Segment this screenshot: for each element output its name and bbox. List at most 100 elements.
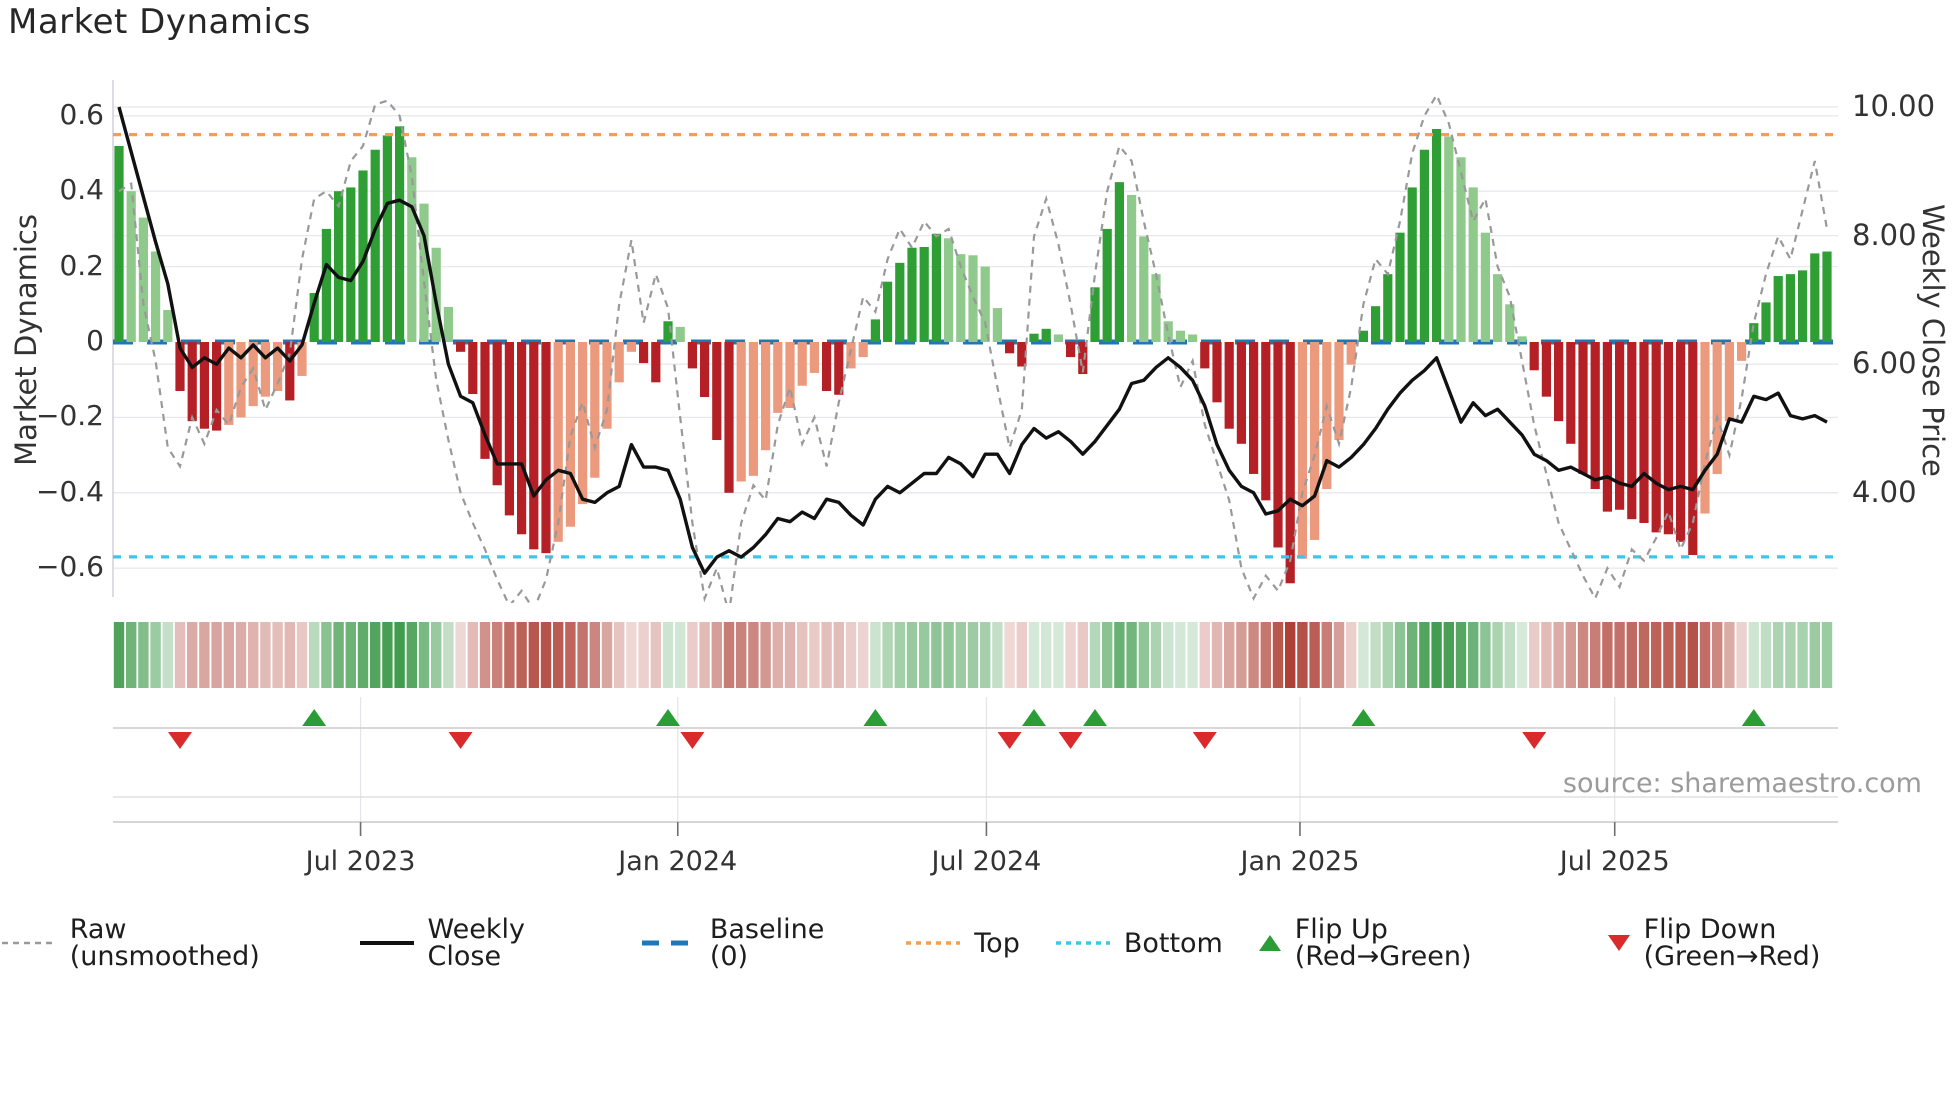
oscillator-bar bbox=[346, 187, 356, 342]
heatmap-cell bbox=[1736, 622, 1747, 688]
heatmap-cell bbox=[1468, 622, 1479, 688]
oscillator-bar bbox=[675, 326, 685, 342]
oscillator-bar bbox=[1005, 342, 1015, 354]
oscillator-bar bbox=[334, 191, 344, 342]
heatmap-cell bbox=[284, 622, 295, 688]
oscillator-bar bbox=[590, 342, 600, 478]
heatmap-cell bbox=[1419, 622, 1430, 688]
chart-canvas bbox=[112, 80, 1838, 836]
heatmap-cell bbox=[406, 622, 417, 688]
oscillator-bar bbox=[468, 342, 478, 395]
oscillator-bar bbox=[163, 309, 173, 342]
oscillator-bar bbox=[1602, 342, 1612, 512]
dashed-gray-line-icon bbox=[2, 941, 56, 945]
oscillator-bar bbox=[956, 254, 966, 342]
heatmap-cell bbox=[980, 622, 991, 688]
oscillator-bar bbox=[212, 342, 222, 431]
heatmap-cell bbox=[943, 622, 954, 688]
oscillator-bar bbox=[687, 342, 697, 369]
legend: Raw (unsmoothed) Weekly Close Baseline (… bbox=[0, 916, 1960, 970]
heatmap-cell bbox=[345, 622, 356, 688]
heatmap-cell bbox=[1224, 622, 1235, 688]
oscillator-bar bbox=[1688, 342, 1698, 556]
heatmap-cell bbox=[309, 622, 320, 688]
oscillator-bar bbox=[1273, 342, 1283, 548]
oscillator-bar bbox=[822, 342, 832, 392]
left-axis-tick-label: 0.6 bbox=[59, 97, 104, 131]
heatmap-cell bbox=[113, 622, 125, 688]
oscillator-bar bbox=[1114, 182, 1124, 342]
flip-down-marker bbox=[1192, 732, 1217, 749]
heatmap-cell bbox=[772, 622, 783, 688]
heatmap-cell bbox=[479, 622, 491, 688]
oscillator-bar bbox=[907, 247, 917, 342]
flip-down-marker bbox=[680, 732, 705, 749]
heatmap-cell bbox=[1516, 622, 1528, 688]
oscillator-bar bbox=[553, 342, 563, 542]
oscillator-bar bbox=[1724, 342, 1734, 422]
heatmap-cell bbox=[272, 622, 283, 688]
oscillator-bar bbox=[248, 342, 258, 407]
oscillator-bar bbox=[1785, 274, 1795, 342]
heatmap-cell bbox=[1297, 622, 1308, 688]
oscillator-bar bbox=[834, 342, 844, 395]
oscillator-bar bbox=[1297, 342, 1307, 559]
dotted-cyan-line-icon bbox=[1055, 941, 1110, 945]
heatmap-cell bbox=[1138, 622, 1149, 688]
oscillator-bar bbox=[1566, 342, 1576, 444]
heatmap-cell bbox=[955, 622, 966, 688]
heatmap-cell bbox=[1065, 622, 1076, 688]
heatmap-cell bbox=[1321, 622, 1332, 688]
left-axis-tick-label: 0.4 bbox=[59, 173, 104, 207]
left-axis-tick-label: 0.2 bbox=[59, 248, 104, 282]
heatmap-cell bbox=[150, 622, 161, 688]
heatmap-cell bbox=[1712, 622, 1723, 688]
heatmap-cell bbox=[736, 622, 747, 688]
dashed-blue-line-icon bbox=[642, 940, 697, 946]
heatmap-cell bbox=[1675, 622, 1686, 688]
legend-item-flip-down: Flip Down (Green→Red) bbox=[1606, 916, 1960, 970]
dotted-orange-line-icon bbox=[906, 941, 961, 945]
heatmap-cell bbox=[1699, 622, 1711, 688]
heatmap-cell bbox=[296, 622, 308, 688]
heatmap-cell bbox=[223, 622, 234, 688]
heatmap-cell bbox=[748, 622, 759, 688]
oscillator-bar bbox=[1407, 187, 1417, 342]
heatmap-cell bbox=[382, 622, 393, 688]
heatmap-cell bbox=[162, 622, 173, 688]
oscillator-bar bbox=[1505, 304, 1515, 342]
oscillator-bar bbox=[138, 217, 148, 342]
legend-label: Flip Down (Green→Red) bbox=[1643, 914, 1821, 972]
x-axis-tick-label: Jan 2025 bbox=[1240, 846, 1360, 877]
oscillator-bar bbox=[602, 342, 612, 429]
heatmap-cell bbox=[723, 622, 735, 688]
flip-down-marker bbox=[448, 732, 473, 749]
oscillator-bar bbox=[773, 342, 783, 413]
weekly-close-line bbox=[117, 106, 1828, 575]
heatmap-cell bbox=[638, 622, 649, 688]
right-axis-title: Weekly Close Price bbox=[1906, 100, 1960, 580]
oscillator-bar bbox=[1737, 342, 1747, 361]
oscillator-bars bbox=[114, 126, 1832, 584]
right-axis-title-text: Weekly Close Price bbox=[1916, 203, 1950, 477]
heatmap-cell bbox=[1248, 622, 1259, 688]
oscillator-bar bbox=[1468, 187, 1478, 342]
heatmap-cell bbox=[662, 622, 674, 688]
oscillator-bar bbox=[1578, 342, 1588, 474]
oscillator-bar bbox=[809, 342, 819, 373]
close-line bbox=[117, 106, 1828, 575]
heatmap-cell bbox=[699, 622, 710, 688]
left-axis-tick-label: −0.6 bbox=[36, 550, 104, 584]
heatmap-cell bbox=[1687, 622, 1698, 688]
heatmap-cell bbox=[504, 622, 515, 688]
oscillator-bar bbox=[1419, 149, 1429, 342]
heatmap-cell bbox=[1346, 622, 1357, 688]
oscillator-bar bbox=[1090, 287, 1100, 342]
oscillator-bar bbox=[1163, 321, 1173, 342]
heatmap-cell bbox=[1004, 622, 1015, 688]
oscillator-bar bbox=[321, 228, 331, 342]
oscillator-bar bbox=[1798, 270, 1808, 342]
heatmap-cell bbox=[687, 622, 698, 688]
legend-item-top: Top bbox=[904, 930, 1020, 957]
